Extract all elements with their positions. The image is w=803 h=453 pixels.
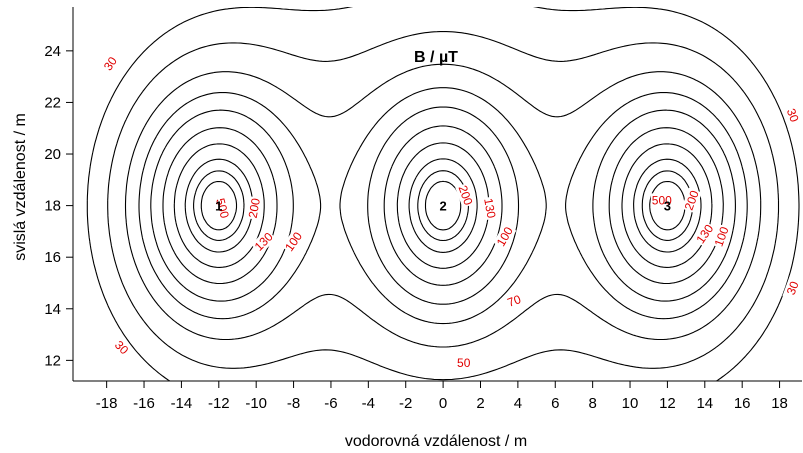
contour-label-bg [782, 275, 802, 301]
contour-label-bg [245, 196, 264, 221]
contour-label-bg [281, 228, 306, 255]
x-tick-label: -12 [208, 395, 230, 412]
x-tick-label: -2 [399, 395, 412, 412]
contour-lines [86, 7, 800, 381]
x-tick-label: 8 [588, 395, 596, 412]
contour-label-bg [692, 220, 717, 248]
contour-label: 30 [108, 334, 135, 361]
x-tick-label: -14 [171, 395, 193, 412]
contour-label-text: 100 [282, 229, 305, 254]
contour-label-bg [480, 196, 499, 221]
x-tick-label: 4 [514, 395, 522, 412]
x-tick-label: 12 [659, 395, 676, 412]
contour-label-bg [455, 182, 476, 209]
contour-line [107, 30, 780, 381]
contour-line [193, 170, 694, 242]
contour-line [86, 7, 800, 381]
contour-label-text: 500 [652, 193, 672, 207]
plot-title: B / µT [414, 49, 458, 66]
x-tick-label: 14 [696, 395, 713, 412]
contour-label: 130 [250, 228, 277, 255]
x-tick-label: 10 [622, 395, 639, 412]
contour-label-text: 200 [246, 197, 263, 219]
x-axis-title: vodorovná vzdálenost / m [345, 433, 527, 450]
x-tick-label: -6 [324, 395, 337, 412]
contour-label-bg [501, 290, 527, 312]
contour-label-text: 100 [712, 224, 732, 248]
y-tick-label: 20 [44, 146, 61, 163]
y-tick-label: 16 [44, 249, 61, 266]
contour-label: 200 [681, 187, 703, 214]
contour-line [150, 106, 736, 305]
contour-label-text: 50 [457, 356, 471, 370]
contour-line [184, 158, 702, 253]
contour-label: 100 [711, 223, 732, 250]
contour-label-text: 500 [213, 197, 232, 220]
x-tick-label: 16 [734, 395, 751, 412]
contour-label: 500 [212, 195, 233, 221]
contour-line [138, 87, 748, 325]
contour-label-bg [711, 223, 732, 250]
contour-label: 200 [245, 196, 264, 221]
x-tick-label: -10 [245, 395, 267, 412]
contour-label-bg [681, 187, 703, 214]
y-tick-label: 18 [44, 198, 61, 215]
contour-label: 30 [782, 275, 802, 301]
contour-label: 100 [281, 228, 306, 255]
contour-label-text: 100 [494, 224, 516, 249]
x-tick-label: 18 [771, 395, 788, 412]
contour-label-bg [108, 334, 135, 361]
x-tick-label: 2 [476, 395, 484, 412]
contour-label-text: 130 [481, 197, 498, 219]
contour-label: 70 [501, 290, 527, 312]
contour-label: 500 [650, 193, 673, 208]
contour-line [124, 63, 762, 348]
contour-label: 200 [455, 182, 476, 209]
contour-label-bg [452, 355, 475, 370]
contour-line [173, 142, 713, 269]
contour-label-text: 130 [252, 229, 276, 253]
source-label: 2 [439, 199, 446, 214]
x-tick-label: -8 [287, 395, 300, 412]
contour-line [162, 125, 724, 286]
contour-label: 100 [493, 223, 517, 250]
contour-label: 50 [452, 355, 475, 370]
axes: -18 -16 -14 -12 -10 -8 -6 -4 -2 0 2 4 6 8 10 12 14 16 1812… [44, 7, 802, 412]
contour-label-text: 200 [455, 183, 475, 207]
y-axis-title: svislá vzdálenost / m [12, 113, 29, 261]
contour-label-bg [650, 193, 673, 208]
contour-label: 30 [782, 102, 802, 129]
x-tick-label: -18 [96, 395, 118, 412]
contour-label-text: 70 [505, 292, 523, 310]
contour-label: 30 [98, 50, 123, 77]
contour-label-text: 30 [784, 107, 802, 125]
contour-label-text: 30 [784, 279, 802, 297]
y-tick-label: 14 [44, 301, 61, 318]
contour-label-bg [782, 102, 802, 129]
contour-label-bg [250, 228, 277, 255]
contour-label-text: 200 [682, 188, 702, 212]
x-tick-label: 6 [551, 395, 559, 412]
contour-label-bg [493, 223, 517, 250]
x-tick-label: -4 [362, 395, 375, 412]
y-tick-label: 12 [44, 352, 61, 369]
x-tick-label: -16 [133, 395, 155, 412]
contour-label-bg [212, 195, 233, 221]
y-tick-label: 24 [44, 43, 61, 60]
source-label: 3 [664, 199, 671, 214]
contour-label: 130 [480, 196, 499, 221]
contour-label-bg [98, 50, 123, 77]
source-labels: 1 2 3 [215, 199, 671, 214]
y-tick-label: 22 [44, 94, 61, 111]
source-label: 1 [215, 199, 222, 214]
x-tick-label: 0 [439, 395, 447, 412]
